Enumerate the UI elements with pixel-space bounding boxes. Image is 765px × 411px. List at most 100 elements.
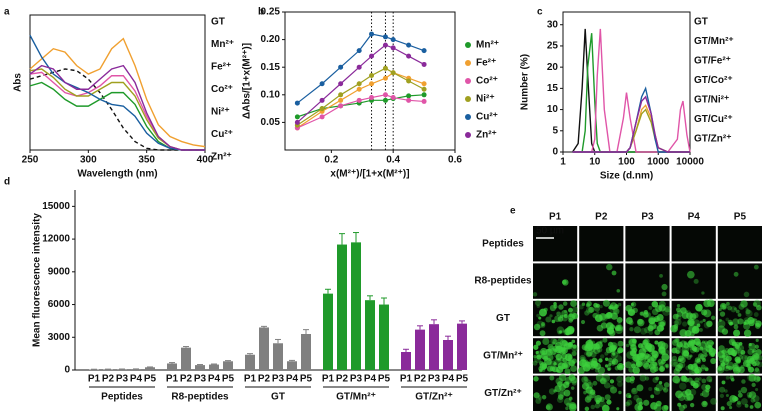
- cell-signal: [600, 378, 606, 384]
- cell-signal: [586, 394, 593, 401]
- cell-signal: [604, 357, 609, 361]
- data-point: [319, 97, 325, 103]
- cell-signal: [752, 302, 758, 307]
- cell-signal: [617, 350, 621, 354]
- cell-signal: [676, 303, 681, 308]
- cell-signal: [602, 337, 608, 343]
- legend-label: Co²⁺: [211, 84, 233, 95]
- cell-signal: [663, 364, 668, 368]
- bar: [401, 352, 411, 370]
- cell-signal: [683, 343, 689, 349]
- cell-signal: [553, 362, 557, 366]
- cell-signal: [570, 300, 577, 307]
- cell-signal: [599, 396, 605, 403]
- cell-signal: [578, 304, 584, 310]
- cell-signal: [616, 375, 623, 383]
- cell-signal: [735, 309, 740, 314]
- cell-signal: [717, 325, 725, 333]
- cell-signal: [559, 330, 563, 334]
- cell-signal: [584, 379, 592, 387]
- cell-signal: [604, 313, 611, 320]
- cell-signal: [568, 396, 573, 401]
- cell-signal: [738, 303, 745, 310]
- cell-signal: [567, 341, 574, 348]
- cell-signal: [533, 392, 540, 399]
- cell-signal: [571, 358, 577, 364]
- cell-signal: [549, 314, 553, 318]
- y-tick-label: 9000: [48, 266, 71, 277]
- cell-signal: [719, 386, 726, 393]
- panel-letter: d: [4, 177, 10, 188]
- category-label: P3: [194, 374, 207, 385]
- cell-signal: [637, 319, 645, 327]
- column-label: P3: [641, 212, 654, 223]
- cell-signal: [588, 306, 595, 313]
- data-point: [390, 45, 396, 51]
- category-label: P3: [272, 374, 285, 385]
- cell-signal: [640, 327, 648, 335]
- cell-signal: [721, 380, 726, 385]
- x-tick-label: 0.6: [448, 155, 462, 166]
- x-tick-label: 300: [80, 155, 97, 166]
- x-axis-label: Size (d.nm): [600, 171, 653, 182]
- cell-signal: [659, 366, 664, 371]
- cell-signal: [539, 362, 548, 370]
- micrograph: [533, 374, 578, 411]
- cell-signal: [565, 406, 569, 411]
- bar: [301, 334, 311, 370]
- cell-signal: [599, 304, 603, 309]
- cell-signal: [599, 313, 607, 321]
- cell-signal: [675, 338, 680, 343]
- cell-signal: [547, 343, 554, 350]
- cell-signal: [659, 365, 665, 372]
- cell-signal: [724, 348, 730, 354]
- cell-signal: [733, 271, 739, 277]
- row-label: GT/Zn²⁺: [484, 388, 522, 399]
- cell-signal: [636, 384, 644, 392]
- cell-signal: [599, 400, 606, 408]
- cell-signal: [655, 376, 660, 381]
- cell-signal: [689, 368, 696, 375]
- cell-signal: [571, 350, 577, 356]
- cell-signal: [602, 299, 610, 307]
- data-point: [356, 97, 362, 103]
- panel-letter: b: [258, 7, 264, 18]
- cell-signal: [747, 373, 755, 382]
- cell-signal: [533, 323, 541, 331]
- cell-signal: [608, 305, 612, 310]
- cell-signal: [593, 343, 600, 350]
- cell-signal: [706, 375, 713, 383]
- cell-signal: [732, 364, 739, 372]
- cell-signal: [592, 380, 598, 386]
- cell-signal: [582, 357, 587, 362]
- cell-signal: [624, 361, 632, 369]
- data-line: [29, 64, 205, 151]
- cell-signal: [563, 361, 571, 369]
- cell-signal: [572, 344, 577, 349]
- data-point: [382, 97, 388, 103]
- cell-signal: [643, 357, 647, 362]
- x-axis-label: x(M²⁺)/[1+x(M²⁺)]: [330, 169, 409, 180]
- cell-signal: [643, 326, 651, 334]
- cell-signal: [598, 358, 603, 363]
- micrograph: [671, 375, 717, 411]
- cell-signal: [597, 366, 606, 375]
- cell-signal: [625, 401, 631, 407]
- cell-signal: [700, 364, 706, 370]
- cell-signal: [535, 398, 542, 404]
- data-line: [572, 33, 690, 153]
- cell-signal: [744, 403, 749, 408]
- cell-signal: [673, 361, 678, 367]
- cell-signal: [653, 388, 661, 395]
- cell-signal: [678, 361, 686, 369]
- cell-signal: [722, 358, 730, 366]
- cell-signal: [699, 327, 703, 332]
- cell-signal: [571, 312, 579, 320]
- data-point: [294, 114, 300, 120]
- cell-signal: [568, 313, 573, 318]
- cell-signal: [732, 318, 740, 326]
- cell-signal: [728, 338, 736, 346]
- cell-signal: [740, 364, 745, 369]
- cell-signal: [693, 363, 698, 368]
- cell-signal: [703, 366, 709, 371]
